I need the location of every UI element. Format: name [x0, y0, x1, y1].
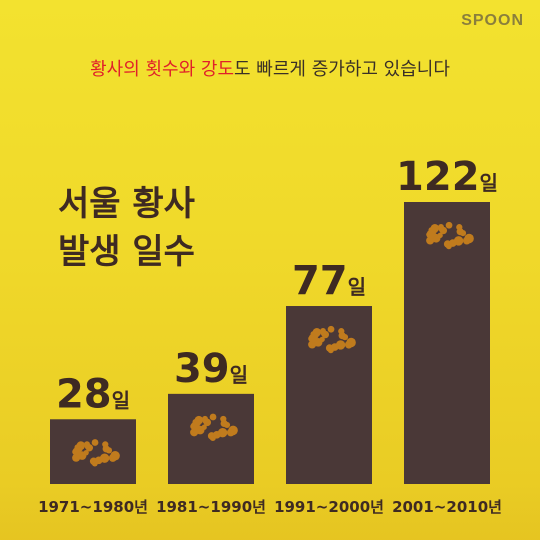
- brand-logo: SPOON: [461, 12, 524, 29]
- dust-dot: [84, 443, 92, 450]
- dust-dot: [448, 239, 457, 247]
- dust-dot: [83, 449, 89, 456]
- dust-cluster-1: [72, 439, 120, 467]
- dust-dot: [228, 429, 235, 436]
- dust-dot: [346, 341, 353, 349]
- category-label-4: 2001~2010년: [392, 498, 502, 516]
- dust-cluster-4: [426, 221, 474, 250]
- dust-dot: [438, 226, 446, 233]
- bar-4: [404, 202, 490, 484]
- dust-dot: [320, 330, 328, 337]
- dust-dot: [464, 237, 471, 245]
- headline-highlight: 황사의 횟수와 강도: [90, 59, 235, 80]
- chart-title: 서울 황사 발생 일수: [58, 180, 238, 276]
- floor-shade: [0, 484, 540, 540]
- dust-dot: [91, 439, 99, 446]
- dust-dot: [338, 332, 346, 340]
- dust-dot: [110, 455, 117, 462]
- dust-dot: [190, 421, 200, 431]
- bar-1: [50, 419, 136, 484]
- dust-dot: [94, 456, 103, 465]
- dust-dot: [220, 419, 228, 428]
- value-label-4: 122일: [396, 154, 498, 200]
- category-label-3: 1991~2000년: [274, 498, 384, 516]
- chart-title-line1: 서울 황사: [58, 184, 195, 224]
- dust-dot: [202, 418, 210, 425]
- value-label-2: 39일: [174, 346, 248, 392]
- value-label-1: 28일: [56, 371, 130, 417]
- dust-dot: [456, 228, 464, 236]
- dust-dot: [327, 325, 335, 333]
- dust-dot: [102, 445, 110, 453]
- dust-dot: [426, 229, 436, 239]
- chart-title-line2: 발생 일수: [58, 232, 195, 272]
- category-label-2: 1981~1990년: [156, 498, 266, 516]
- dust-cluster-3: [308, 325, 356, 354]
- dust-cluster-2: [190, 413, 238, 442]
- dust-dot: [308, 333, 318, 343]
- headline: 황사의 횟수와 강도도 빠르게 증가하고 있습니다: [0, 55, 540, 81]
- dust-dot: [72, 447, 82, 456]
- bar-3: [286, 306, 372, 484]
- headline-rest: 도 빠르게 증가하고 있습니다: [234, 59, 450, 80]
- dust-dot: [201, 424, 207, 430]
- dust-dot: [319, 336, 325, 343]
- dust-dot: [330, 343, 339, 351]
- dust-dot: [212, 431, 221, 439]
- dust-dot: [209, 413, 217, 421]
- category-label-1: 1971~1980년: [38, 498, 148, 516]
- dust-dot: [437, 232, 443, 239]
- dust-dot: [445, 221, 453, 229]
- value-label-3: 77일: [292, 258, 366, 304]
